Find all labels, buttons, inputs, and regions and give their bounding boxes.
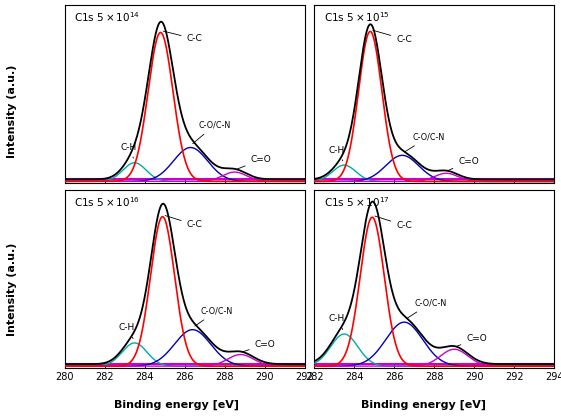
Text: Binding energy [eV]: Binding energy [eV] bbox=[114, 399, 239, 409]
Text: $\mathsf{C1s\ 5 \times 10^{17}}$: $\mathsf{C1s\ 5 \times 10^{17}}$ bbox=[324, 195, 390, 209]
Text: C-C: C-C bbox=[163, 31, 203, 43]
Text: C-H: C-H bbox=[118, 323, 135, 339]
Text: C-O/C-N: C-O/C-N bbox=[192, 121, 231, 144]
Text: C-C: C-C bbox=[373, 30, 412, 44]
Text: C-H: C-H bbox=[121, 143, 137, 158]
Text: C=O: C=O bbox=[449, 157, 479, 170]
Text: C-O/C-N: C-O/C-N bbox=[195, 307, 233, 326]
Text: $\mathsf{C1s\ 5 \times 10^{15}}$: $\mathsf{C1s\ 5 \times 10^{15}}$ bbox=[324, 10, 390, 24]
Text: C=O: C=O bbox=[237, 155, 272, 169]
Text: $\mathsf{C1s\ 5 \times 10^{14}}$: $\mathsf{C1s\ 5 \times 10^{14}}$ bbox=[74, 10, 140, 24]
Text: Intensity (a.u.): Intensity (a.u.) bbox=[7, 65, 17, 158]
Text: Intensity (a.u.): Intensity (a.u.) bbox=[7, 243, 17, 336]
Text: $\mathsf{C1s\ 5 \times 10^{16}}$: $\mathsf{C1s\ 5 \times 10^{16}}$ bbox=[74, 195, 140, 209]
Text: C-O/C-N: C-O/C-N bbox=[407, 299, 447, 319]
Text: C-H: C-H bbox=[328, 146, 344, 161]
Text: C-O/C-N: C-O/C-N bbox=[404, 133, 444, 152]
Text: C=O: C=O bbox=[457, 334, 487, 346]
Text: Binding energy [eV]: Binding energy [eV] bbox=[361, 399, 486, 409]
Text: C=O: C=O bbox=[243, 340, 275, 352]
Text: C-H: C-H bbox=[328, 314, 344, 330]
Text: C-C: C-C bbox=[375, 216, 412, 230]
Text: C-C: C-C bbox=[165, 215, 203, 229]
